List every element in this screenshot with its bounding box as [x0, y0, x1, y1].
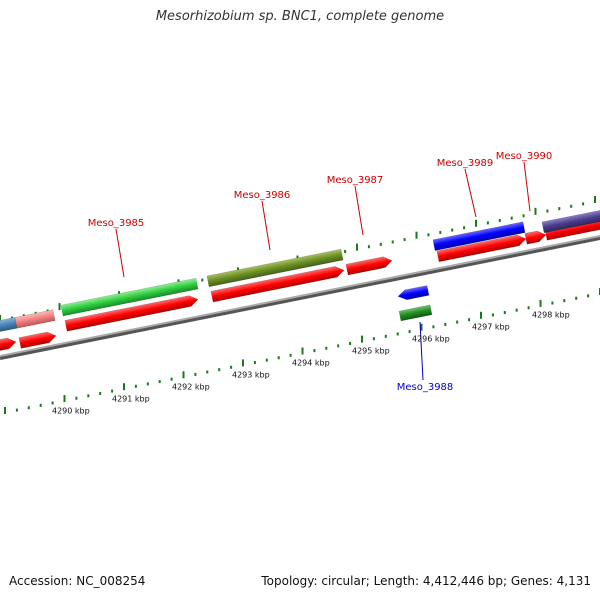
- backbone-line: [0, 235, 600, 357]
- cds-forward: [210, 266, 345, 303]
- cds-forward-body: [524, 230, 547, 245]
- cds-forward-body: [0, 337, 17, 353]
- cog-bar-purple: [541, 208, 600, 234]
- cog-bar-darkgreen-body: [398, 304, 433, 322]
- cog-bar-steel: [0, 317, 18, 333]
- cog-bar-steel-body: [0, 317, 18, 333]
- cog-bar-olive: [206, 248, 344, 288]
- gene-leader-line: [115, 228, 125, 278]
- backbone-shadow: [0, 236, 600, 360]
- cds-forward-body: [18, 331, 57, 349]
- cog-bar-blue: [432, 221, 526, 251]
- gene-label: Meso_3985: [88, 218, 145, 229]
- gene-leader-line: [354, 185, 364, 236]
- cds-forward-body: [210, 266, 345, 303]
- cds-reverse-body: [397, 285, 430, 300]
- cog-bar-pink-body: [14, 309, 56, 329]
- map-title: Mesorhizobium sp. BNC1, complete genome: [155, 9, 445, 24]
- gene-label: Meso_3986: [234, 190, 291, 201]
- cds-forward: [345, 256, 393, 276]
- scale-tick-label: 4298 kbp: [532, 311, 570, 320]
- scale-tick-label: 4290 kbp: [52, 407, 90, 416]
- scale-tick-label: 4291 kbp: [112, 395, 150, 404]
- cog-bar-purple-body: [541, 208, 600, 234]
- cds-forward: [524, 230, 547, 245]
- gene-leader-line: [419, 321, 424, 381]
- gene-leader-line: [464, 168, 477, 218]
- topology-text: Topology: circular; Length: 4,412,446 bp…: [261, 574, 591, 588]
- gene-label: Meso_3989: [437, 158, 494, 169]
- gene-label: Meso_3990: [496, 151, 553, 162]
- gene-leader-line: [261, 200, 271, 251]
- cog-bar-green: [60, 277, 199, 317]
- accession-text: Accession: NC_008254: [9, 574, 146, 588]
- gene-leader-line: [523, 161, 531, 212]
- cds-forward-body: [64, 295, 199, 332]
- gene-label: Meso_3987: [327, 175, 384, 186]
- scale-tick-label: 4294 kbp: [292, 359, 330, 368]
- cds-forward-body: [436, 234, 527, 263]
- cds-forward: [64, 295, 199, 332]
- cds-forward: [436, 234, 527, 263]
- gene-label: Meso_3988: [397, 382, 454, 393]
- cog-bar-darkgreen: [398, 304, 433, 322]
- cds-forward: [18, 331, 57, 349]
- cds-reverse: [397, 285, 430, 300]
- cog-bar-olive-body: [206, 248, 344, 288]
- cog-bar-blue-body: [432, 221, 526, 251]
- scale-tick-label: 4295 kbp: [352, 347, 390, 356]
- cds-forward: [0, 337, 17, 353]
- scale-tick-label: 4293 kbp: [232, 371, 270, 380]
- cog-bar-green-body: [60, 277, 199, 317]
- scale-tick-label: 4297 kbp: [472, 323, 510, 332]
- cog-bar-pink: [14, 309, 56, 329]
- scale-tick-label: 4296 kbp: [412, 335, 450, 344]
- scale-tick-label: 4292 kbp: [172, 383, 210, 392]
- cds-forward-body: [345, 256, 393, 276]
